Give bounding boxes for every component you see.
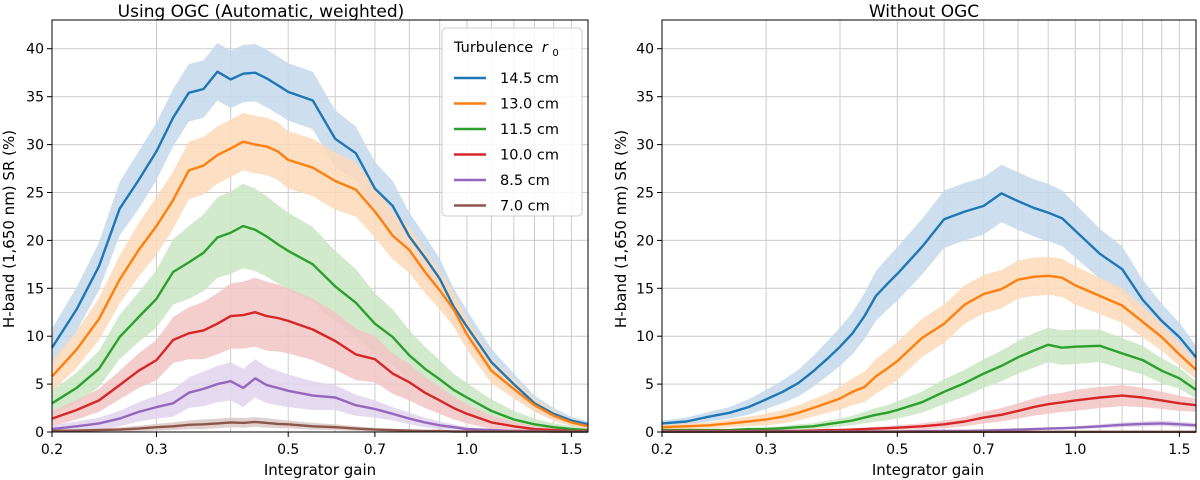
y-tick-label: 15 — [26, 281, 44, 297]
y-tick-label: 10 — [26, 329, 44, 345]
uncertainty-band-13-0-cm — [52, 112, 588, 430]
y-tick-label: 20 — [636, 233, 654, 249]
series-line-11-5-cm — [51, 224, 589, 432]
y-tick-label: 5 — [35, 377, 44, 393]
panel-with-ogc: Using OGC (Automatic, weighted) H-band (… — [0, 2, 589, 479]
x-tick-label: 1.5 — [1168, 442, 1190, 458]
x-tick-label: 0.5 — [886, 442, 908, 458]
plot-frame-left — [51, 19, 589, 433]
series-line-14-5-cm — [661, 192, 1197, 425]
x-tick-label: 0.3 — [755, 442, 777, 458]
y-ticks-right: 0 5 10 15 20 25 30 35 40 — [636, 42, 662, 441]
series-line-10-0-cm — [51, 311, 588, 433]
uncertainty-band-10-0-cm — [662, 385, 1196, 432]
x-ticks-left: 0.2 0.3 0.5 0.7 1.0 1.5 — [41, 432, 583, 458]
x-tick-label: 0.2 — [651, 442, 673, 458]
y-tick-label: 0 — [645, 425, 654, 441]
uncertainty-band-13-0-cm — [662, 256, 1196, 430]
x-tick-label: 0.5 — [277, 442, 299, 458]
legend-entries: 14.5 cm 13.0 cm 11.5 cm 10.0 cm 8.5 cm 7.0 cm — [454, 71, 559, 215]
legend-label: 11.5 cm — [500, 122, 559, 138]
series-line-13-0-cm — [51, 140, 589, 428]
series-line-13-0-cm — [661, 274, 1197, 429]
series-line-11-5-cm — [662, 343, 1197, 432]
legend-title-symbol: r — [542, 40, 549, 56]
x-tick-label: 0.7 — [973, 442, 995, 458]
x-axis-label-right: Integrator gain — [872, 461, 984, 479]
y-tick-label: 5 — [645, 377, 654, 393]
y-tick-label: 30 — [636, 138, 654, 154]
legend-label: 13.0 cm — [500, 97, 559, 113]
legend-title-text: Turbulence — [453, 40, 533, 56]
legend-label: 10.0 cm — [500, 148, 559, 164]
legend-title-subscript: 0 — [552, 48, 558, 59]
series-line-14-5-cm — [50, 70, 589, 426]
y-tick-label: 35 — [26, 90, 44, 106]
x-tick-label: 1.5 — [560, 442, 582, 458]
y-tick-label: 10 — [636, 329, 654, 345]
uncertainty-band-10-0-cm — [52, 277, 588, 432]
x-tick-label: 1.0 — [456, 442, 478, 458]
panel-without-ogc: Without OGC H-band (1,650 nm) SR (%) Int… — [612, 2, 1197, 479]
uncertainty-band-14-5-cm — [52, 43, 588, 428]
uncertainty-band-14-5-cm — [662, 164, 1196, 427]
legend-label: 7.0 cm — [500, 199, 550, 215]
panel-title-with-ogc: Using OGC (Automatic, weighted) — [118, 2, 405, 22]
legend-title: Turbulence r 0 — [453, 40, 559, 59]
lines-left — [50, 70, 589, 433]
y-axis-label-right: H-band (1,650 nm) SR (%) — [612, 130, 630, 328]
x-ticks-right: 0.2 0.3 0.5 0.7 1.0 1.5 — [651, 432, 1191, 458]
x-tick-label: 0.2 — [41, 442, 63, 458]
uncertainty-band-7-0-cm — [52, 417, 588, 432]
legend-label: 8.5 cm — [500, 173, 550, 189]
y-ticks-left: 0 5 10 15 20 25 30 35 40 — [26, 42, 52, 441]
series-line-8-5-cm — [51, 377, 588, 433]
panel-title-without-ogc: Without OGC — [869, 2, 979, 22]
plot-frame-right — [661, 19, 1197, 433]
y-tick-label: 25 — [26, 186, 44, 202]
uncertainty-band-11-5-cm — [662, 327, 1196, 431]
y-tick-label: 30 — [26, 138, 44, 154]
y-axis-label-left: H-band (1,650 nm) SR (%) — [0, 130, 18, 328]
x-tick-label: 0.3 — [145, 442, 167, 458]
y-tick-label: 40 — [636, 42, 654, 58]
legend-label: 14.5 cm — [500, 71, 559, 87]
bands-right — [662, 164, 1196, 432]
y-tick-label: 25 — [636, 186, 654, 202]
legend[interactable]: Turbulence r 0 14.5 cm 13.0 cm 11.5 cm 10.0… — [441, 27, 583, 217]
x-tick-label: 1.0 — [1064, 442, 1086, 458]
y-tick-label: 40 — [26, 42, 44, 58]
legend-box — [441, 27, 583, 217]
y-tick-label: 35 — [636, 90, 654, 106]
y-tick-label: 0 — [35, 425, 44, 441]
x-axis-label-left: Integrator gain — [264, 461, 376, 479]
y-tick-label: 20 — [26, 233, 44, 249]
x-tick-label: 0.7 — [364, 442, 386, 458]
y-tick-label: 15 — [636, 281, 654, 297]
